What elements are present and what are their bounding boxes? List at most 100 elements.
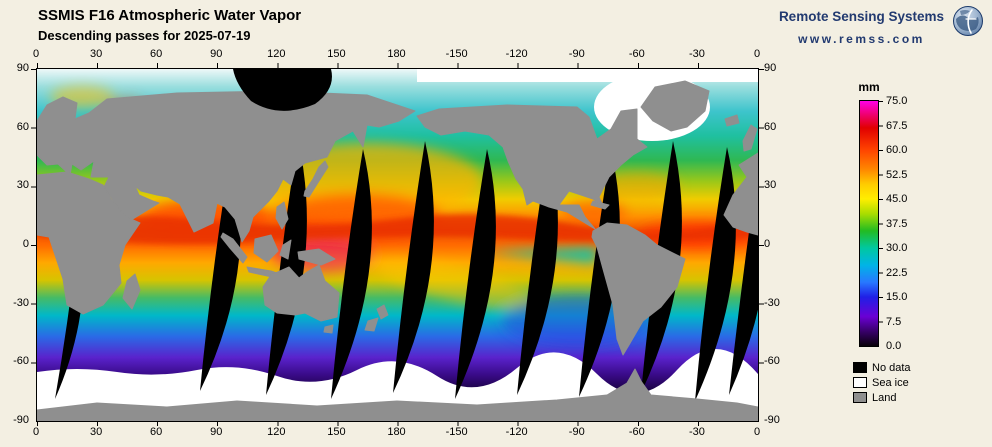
tick-label: 150 [327,426,346,438]
legend-swatch-no-data [853,362,867,373]
legend-swatch-land [853,392,867,403]
tick-label: 90 [210,48,223,60]
tick-label: -60 [764,355,780,368]
land-tasmania [323,324,334,334]
page-subtitle: Descending passes for 2025-07-19 [38,28,251,43]
colorbar-unit-label: mm [858,80,880,94]
lon-tickmarks-bottom [37,421,758,426]
land-north-america [416,104,648,230]
tick-label: 60.0 [886,144,908,156]
arctic-sea-ice [417,69,758,82]
land-masses [37,80,758,421]
tick-label: 37.5 [886,217,908,230]
lat-axis-left: 90 60 30 0 -30 -60 -90 [2,62,33,426]
tick-label: 52.5 [886,168,908,181]
tick-label: 0 [753,48,761,60]
tick-label: 7.5 [886,315,902,328]
tick-label: -90 [764,414,780,426]
tick-label: 120 [267,48,286,60]
tick-label: 45.0 [886,193,908,205]
land-madagascar [122,273,141,310]
land-new-zealand-north [376,304,389,320]
tick-label: -90 [568,48,585,60]
legend-row-sea-ice: Sea ice [853,375,911,390]
tick-label: 90 [764,62,777,74]
colorbar-tick-labels: 75.0 67.5 60.0 52.5 45.0 37.5 30.0 22.5 15.0 7.5 0… [886,95,926,352]
tick-label: 22.5 [886,266,908,279]
tick-label: 90 [16,62,29,74]
tick-label: 60 [150,426,163,438]
tick-label: 30.0 [886,242,908,254]
land-south-america [591,222,686,356]
lat-tickmarks-left [31,69,36,421]
land-sumatra [220,232,248,264]
land-borneo [253,234,279,263]
tick-label: 0.0 [886,340,902,352]
legend-label-land: Land [872,391,897,404]
land-new-zealand-south [364,317,379,332]
legend-row-no-data: No data [853,360,911,375]
tick-label: 0 [764,238,771,250]
tick-label: 67.5 [886,119,908,132]
tick-label: -150 [445,426,468,438]
tick-label: 180 [387,48,406,60]
tick-label: -120 [505,48,528,60]
lon-tickmarks-top [37,63,758,68]
tick-label: 30 [764,179,777,192]
land-africa [37,171,141,315]
itcz-band [37,214,758,245]
no-data-arctic-blob [233,69,332,111]
tick-label: 120 [267,426,286,438]
world-map [36,68,759,422]
tick-label: 0 [753,426,761,438]
tick-label: -150 [445,48,468,60]
world-map-svg [37,69,758,421]
brand-block: Remote Sensing Systems www.remss.com [779,5,984,46]
tick-label: 30 [16,179,29,192]
remss-globe-logo-icon [953,6,983,36]
land-new-guinea [297,248,336,266]
colorbar [859,100,879,347]
tick-label: -60 [628,48,645,60]
brand-url: www.remss.com [798,32,925,46]
tick-label: -90 [13,414,29,426]
land-philippines [275,201,289,230]
tick-label: -30 [13,296,29,309]
lon-axis-top: 0 30 60 90 120 150 180 -150 -120 -90 -60 -30 0 [32,48,761,60]
tick-label: 60 [16,120,29,133]
tick-label: -60 [13,355,29,368]
land-japan [303,160,329,198]
tick-label: -60 [628,426,645,438]
tick-label: 0 [32,426,40,438]
tick-label: 90 [210,426,223,438]
tick-label: 60 [764,120,777,133]
land-australia [262,264,340,322]
legend-label-sea-ice: Sea ice [872,376,909,389]
tick-label: 0 [22,238,29,250]
tick-label: -30 [764,296,780,309]
tick-label: -30 [688,48,705,60]
legend: No data Sea ice Land [853,360,911,405]
lat-axis-right: 90 60 30 0 -30 -60 -90 [762,62,794,426]
tick-label: 15.0 [886,291,908,303]
colorbar-tickmarks [879,101,883,346]
tick-label: 60 [150,48,163,60]
land-british-isles [742,124,758,152]
tick-label: 30 [89,48,103,60]
land-antarctica [37,368,758,421]
land-west-africa-iberia [723,152,758,236]
land-cuba [590,200,610,210]
tick-label: -90 [568,426,585,438]
tick-label: 75.0 [886,95,908,107]
lon-axis-bottom: 0 30 60 90 120 150 180 -150 -120 -90 -60 -30 0 [32,426,761,438]
tick-label: 150 [327,48,346,60]
legend-swatch-sea-ice [853,377,867,388]
tick-label: 180 [387,426,406,438]
legend-label-no-data: No data [872,361,911,374]
tick-label: -120 [505,426,528,438]
tick-label: 0 [32,48,40,60]
land-sulawesi [279,239,292,260]
tick-label: -30 [688,426,705,438]
tick-label: 30 [89,426,103,438]
land-iceland [724,114,740,127]
